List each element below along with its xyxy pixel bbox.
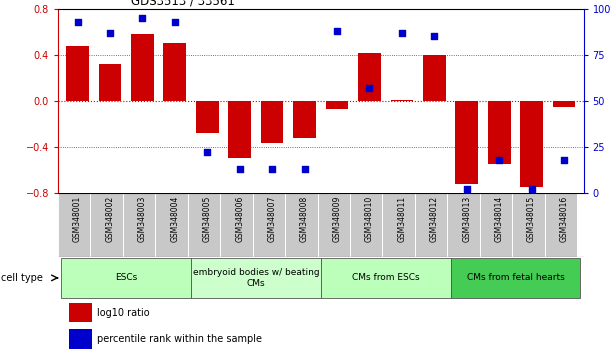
Text: percentile rank within the sample: percentile rank within the sample <box>98 334 263 344</box>
Point <box>397 30 407 36</box>
Text: GSM348014: GSM348014 <box>495 196 503 242</box>
Text: cell type: cell type <box>1 273 43 283</box>
Text: GSM348006: GSM348006 <box>235 196 244 242</box>
Point <box>559 157 569 162</box>
Point <box>430 34 439 39</box>
Bar <box>229 101 251 159</box>
Text: GSM348005: GSM348005 <box>203 196 212 242</box>
Point <box>494 157 504 162</box>
Text: embryoid bodies w/ beating
CMs: embryoid bodies w/ beating CMs <box>192 268 319 287</box>
Text: GSM348003: GSM348003 <box>138 196 147 242</box>
Point <box>73 19 82 24</box>
Bar <box>68 329 92 348</box>
Bar <box>66 46 89 101</box>
Text: ESCs: ESCs <box>115 273 137 282</box>
Point <box>202 150 212 155</box>
Bar <box>261 101 284 143</box>
Text: GSM348001: GSM348001 <box>73 196 82 242</box>
Text: GDS3513 / 33561: GDS3513 / 33561 <box>131 0 235 7</box>
Text: GSM348016: GSM348016 <box>560 196 569 242</box>
Text: GSM348009: GSM348009 <box>332 196 342 242</box>
Point <box>299 166 309 172</box>
Point <box>332 28 342 34</box>
Text: GSM348004: GSM348004 <box>170 196 179 242</box>
Text: GSM348008: GSM348008 <box>300 196 309 242</box>
Text: GSM348012: GSM348012 <box>430 196 439 242</box>
Point <box>235 166 244 172</box>
Point <box>365 85 375 91</box>
Text: GSM348007: GSM348007 <box>268 196 277 242</box>
Text: GSM348015: GSM348015 <box>527 196 536 242</box>
Bar <box>164 43 186 101</box>
Bar <box>293 101 316 138</box>
Bar <box>358 52 381 101</box>
Bar <box>455 101 478 184</box>
Text: GSM348011: GSM348011 <box>397 196 406 242</box>
Bar <box>68 303 92 322</box>
Bar <box>131 34 154 101</box>
Bar <box>196 101 219 133</box>
Point <box>105 30 115 36</box>
Text: GSM348002: GSM348002 <box>106 196 114 242</box>
Bar <box>390 100 413 101</box>
Point <box>462 187 472 192</box>
Bar <box>98 64 122 101</box>
Point <box>170 19 180 24</box>
Bar <box>191 258 321 298</box>
Bar <box>520 101 543 187</box>
Text: GSM348013: GSM348013 <box>463 196 471 242</box>
Bar <box>553 101 576 107</box>
Text: GSM348010: GSM348010 <box>365 196 374 242</box>
Point <box>137 15 147 21</box>
Text: log10 ratio: log10 ratio <box>98 308 150 318</box>
Point <box>267 166 277 172</box>
Bar <box>326 101 348 109</box>
Text: CMs from fetal hearts: CMs from fetal hearts <box>467 273 565 282</box>
Text: CMs from ESCs: CMs from ESCs <box>352 273 420 282</box>
Bar <box>321 258 450 298</box>
Bar <box>488 101 511 164</box>
Point <box>527 187 536 192</box>
Bar <box>423 55 445 101</box>
Bar <box>450 258 580 298</box>
Bar <box>61 258 191 298</box>
